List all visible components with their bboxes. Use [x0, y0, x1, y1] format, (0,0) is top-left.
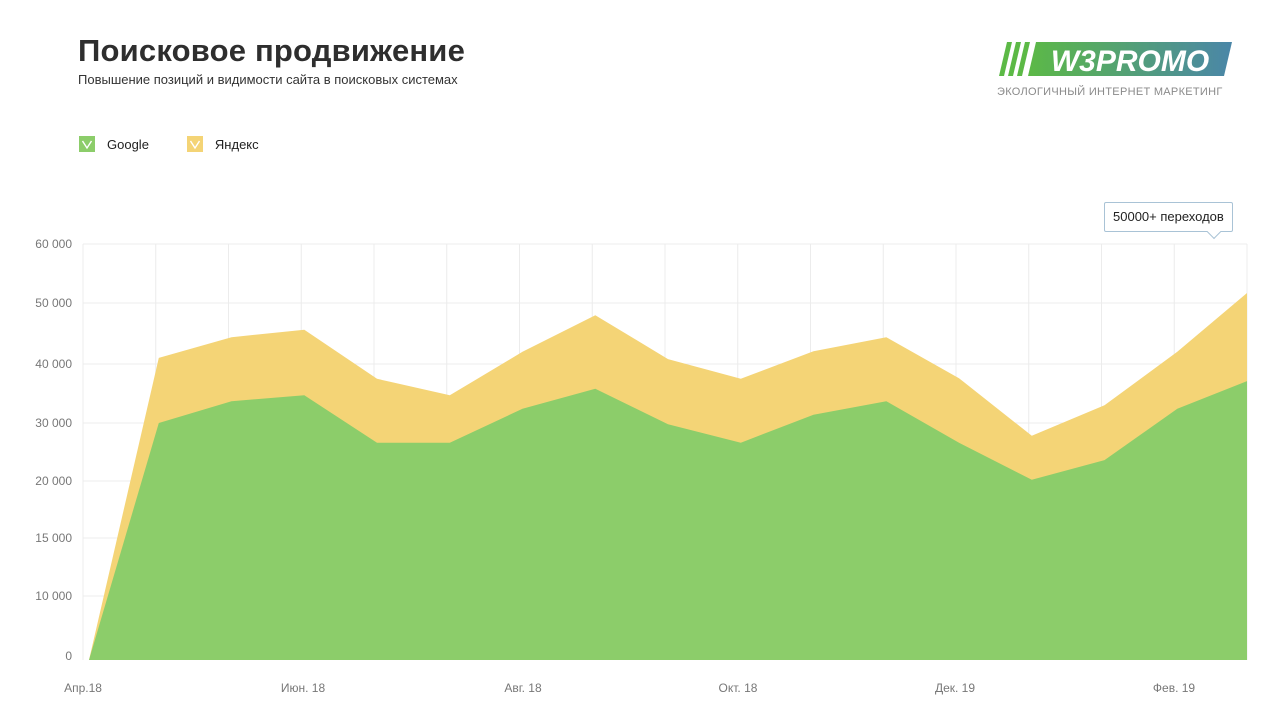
chart-legend: Google Яндекс: [79, 136, 259, 152]
y-axis-ticks: 0 10 000 15 000 20 000 30 000 40 000 50 000 60 …: [35, 237, 72, 663]
google-area: [89, 381, 1247, 660]
legend-item-google[interactable]: Google: [79, 136, 149, 152]
legend-label-yandex: Яндекс: [214, 136, 259, 152]
logo-stripe-icon: [999, 42, 1012, 76]
legend-label-google: Google: [107, 136, 149, 152]
x-tick-label: Июн. 18: [281, 681, 326, 695]
x-tick-label: Фев. 19: [1153, 681, 1196, 695]
legend-item-yandex[interactable]: Яндекс: [186, 136, 259, 152]
checkbox-check-icon[interactable]: [186, 136, 203, 152]
x-tick-label: Авг. 18: [504, 681, 542, 695]
logo-tagline: ЭКОЛОГИЧНЫЙ ИНТЕРНЕТ МАРКЕТИНГ: [997, 86, 1223, 98]
x-axis-ticks: Апр.18 Июн. 18 Авг. 18 Окт. 18 Дек. 19 Фев. 1…: [64, 681, 1195, 695]
logo-text: W3PROMO: [1051, 45, 1209, 78]
y-tick-label: 10 000: [35, 589, 72, 603]
x-tick-label: Апр.18: [64, 681, 102, 695]
y-tick-label: 0: [65, 649, 72, 663]
y-tick-label: 30 000: [35, 416, 72, 430]
x-tick-label: Дек. 19: [935, 681, 975, 695]
y-tick-label: 40 000: [35, 357, 72, 371]
y-tick-label: 50 000: [35, 296, 72, 310]
chart-areas: [89, 293, 1247, 660]
page-subtitle: Повышение позиций и видимости сайта в по…: [78, 72, 458, 87]
y-tick-label: 20 000: [35, 474, 72, 488]
chart-tooltip: 50000+ переходов: [1104, 202, 1233, 232]
w3promo-logo: W3PROMO: [999, 42, 1232, 78]
y-tick-label: 60 000: [35, 237, 72, 251]
page-title: Поисковое продвижение: [78, 33, 466, 68]
x-tick-label: Окт. 18: [719, 681, 758, 695]
y-tick-label: 15 000: [35, 531, 72, 545]
checkbox-check-icon[interactable]: [79, 136, 95, 152]
